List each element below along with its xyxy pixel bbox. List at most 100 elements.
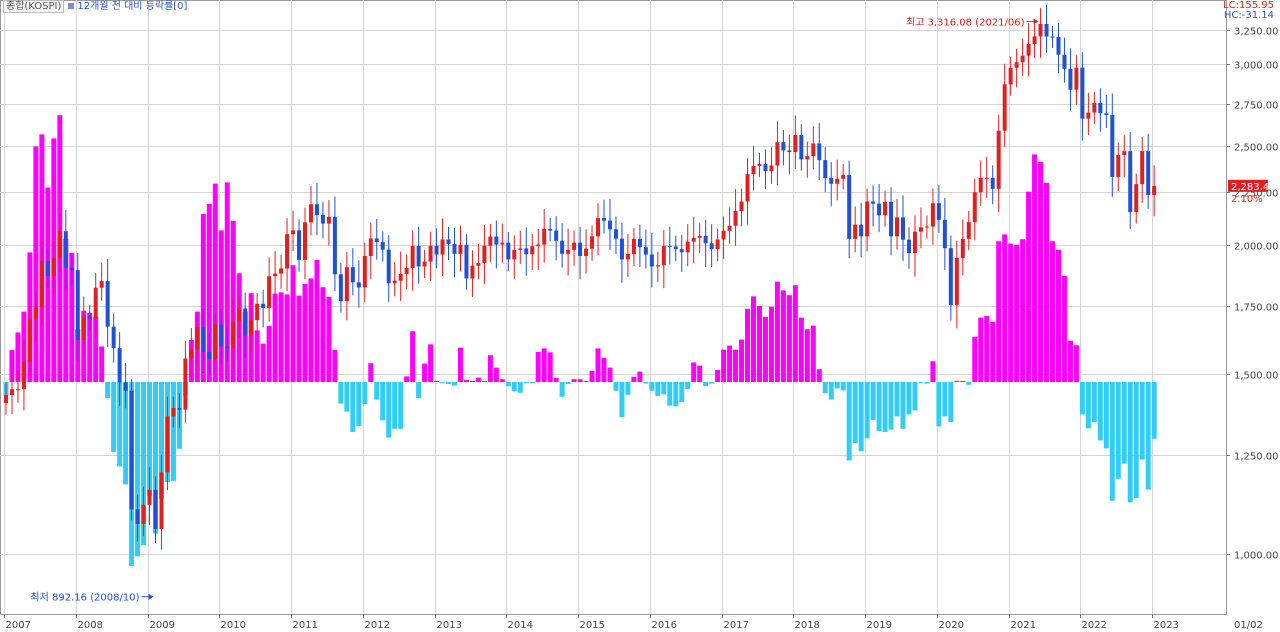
candle-body <box>39 261 44 308</box>
yoy-bar <box>266 326 272 382</box>
candle-body <box>494 236 499 245</box>
yoy-bar <box>697 365 703 382</box>
candle-body <box>219 324 224 347</box>
series-name-label[interactable]: 종합(KOSPI) <box>3 0 65 13</box>
candle-body <box>332 216 337 275</box>
yoy-bar <box>350 382 356 432</box>
candle-body <box>398 274 403 281</box>
candle-body <box>129 390 134 510</box>
y-tick-label: 1,750.00 <box>1234 303 1279 314</box>
candle-body <box>602 218 606 221</box>
yoy-bar <box>63 238 69 382</box>
x-tick-label: 2009 <box>150 620 175 631</box>
yoy-bar <box>906 382 912 415</box>
yoy-bar <box>619 382 625 418</box>
yoy-bar <box>380 382 386 421</box>
yoy-bar <box>894 382 900 417</box>
candle-body <box>428 245 433 262</box>
candle-body <box>195 326 200 350</box>
candle-body <box>912 231 917 254</box>
candle-body <box>201 326 206 352</box>
yoy-bar <box>1133 382 1139 498</box>
y-tick-label: 2,000.00 <box>1234 242 1279 253</box>
x-tick-label: 2011 <box>293 620 318 631</box>
candle-body <box>458 244 463 254</box>
x-tick-label: 2012 <box>365 620 390 631</box>
yoy-bar <box>206 204 212 382</box>
candle-body <box>715 239 720 250</box>
yoy-bar <box>733 349 739 382</box>
indicator-name-label[interactable]: 12개월 전 대비 등락률[0] <box>77 1 188 12</box>
candle-body <box>817 143 822 161</box>
yoy-bar <box>1002 234 1008 382</box>
candle-body <box>1128 151 1133 213</box>
y-tick-label: 1,000.00 <box>1234 551 1279 562</box>
yoy-bar <box>673 382 679 407</box>
yoy-bar <box>135 382 141 557</box>
yoy-bar <box>1020 239 1026 382</box>
yoy-bar <box>930 361 936 382</box>
x-tick-label: 2013 <box>437 620 462 631</box>
yoy-bar <box>768 306 774 382</box>
yoy-bar <box>1044 182 1050 382</box>
yoy-bar <box>511 382 517 392</box>
yoy-bar <box>691 362 697 382</box>
candle-body <box>488 236 493 246</box>
yoy-bar <box>290 265 296 382</box>
candle-body <box>936 203 941 220</box>
indicator-color-marker <box>68 3 75 9</box>
yoy-bar <box>870 382 876 420</box>
candle-body <box>171 408 176 417</box>
yoy-bar <box>69 252 75 382</box>
candle-body <box>865 201 870 237</box>
candle-body <box>661 245 666 266</box>
axes: 1,000.00 1,250.00 1,500.00 1,750.00 2,000.00… <box>4 27 1279 631</box>
candle-body <box>643 247 648 255</box>
yoy-bar <box>260 343 266 382</box>
candle-body <box>918 227 923 232</box>
candle-body <box>183 358 188 410</box>
candle-body <box>45 261 50 276</box>
yoy-bar <box>529 382 535 384</box>
yoy-bar <box>786 295 792 382</box>
yoy-bar <box>440 382 446 383</box>
yoy-bar <box>374 382 380 400</box>
candle-body <box>799 134 804 160</box>
yoy-bar <box>1145 382 1151 490</box>
candle-body <box>9 389 14 396</box>
last-price-box <box>1228 179 1268 192</box>
yoy-bar <box>535 352 541 382</box>
y-tick-label: 2,250.00 <box>1234 189 1279 200</box>
candle-body <box>924 226 929 228</box>
yoy-bar <box>99 346 105 382</box>
candle-body <box>877 203 882 216</box>
candle-body <box>709 243 714 250</box>
candle-body <box>1038 24 1043 37</box>
yoy-bar <box>1151 382 1157 439</box>
candle-body <box>470 265 475 279</box>
candle-body <box>512 249 517 260</box>
candle-body <box>530 246 535 255</box>
candle-body <box>117 348 122 383</box>
yoy-bar <box>571 379 577 382</box>
candle-body <box>374 238 379 243</box>
yoy-bar <box>739 339 745 382</box>
candle-body <box>362 255 367 288</box>
candle-body <box>81 316 86 340</box>
yoy-bar <box>410 331 416 382</box>
candle-body <box>21 361 26 390</box>
yoy-bar <box>141 382 147 546</box>
candle-body <box>464 244 469 279</box>
yoy-bar <box>577 379 583 382</box>
candle-body <box>1146 151 1151 195</box>
yoy-bar <box>1109 382 1115 501</box>
candle-body <box>165 416 170 473</box>
yoy-bar <box>840 382 846 391</box>
yoy-bar <box>912 382 918 411</box>
candle-body <box>506 242 511 260</box>
yoy-bar <box>942 382 948 417</box>
yoy-bar <box>1085 382 1091 429</box>
candle-body <box>607 220 612 230</box>
